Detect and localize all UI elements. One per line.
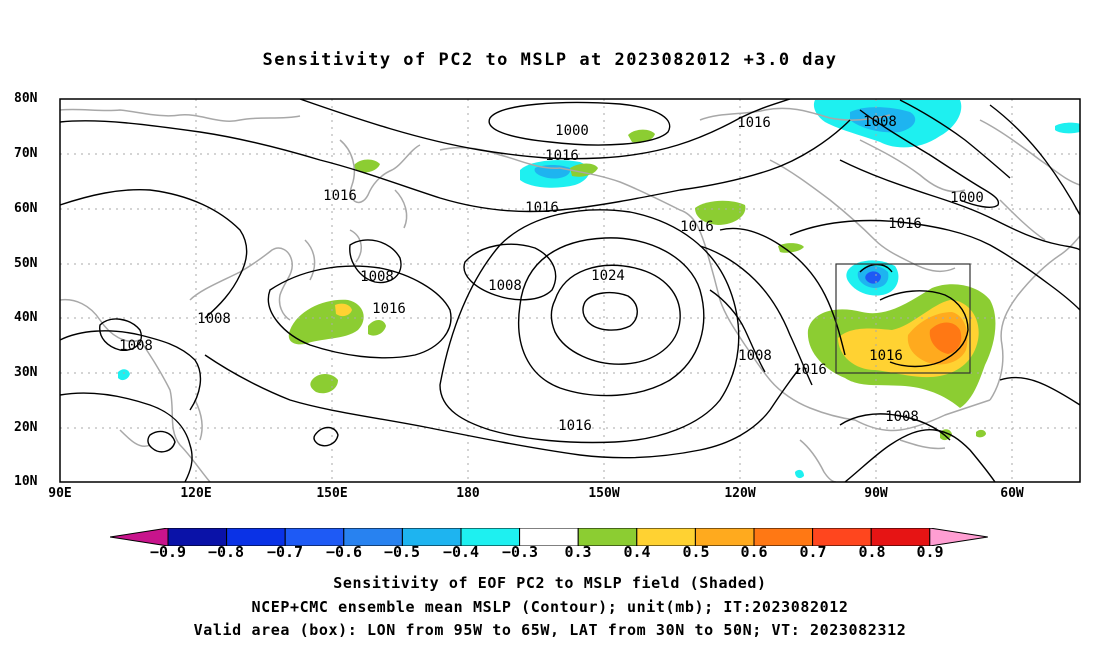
contour-label: 1000 [555,123,589,139]
mslp-contours [60,99,1080,482]
caption-line: NCEP+CMC ensemble mean MSLP (Contour); u… [251,598,849,616]
contour-label: 1008 [863,114,897,130]
lon-tick: 120E [180,486,212,501]
contour-label: 1016 [558,418,592,434]
colorbar-label: 0.4 [623,543,651,561]
colorbar-label: 0.9 [916,543,944,561]
caption-line: Sensitivity of EOF PC2 to MSLP field (Sh… [333,574,767,592]
lat-tick: 10N [14,474,38,489]
contour-label: 1016 [323,188,357,204]
contour-label: 1016 [372,301,406,317]
contour-label: 1000 [950,190,984,206]
colorbar-label: 0.5 [682,543,710,561]
colorbar-label: 0.3 [564,543,592,561]
contour-label: 1008 [360,269,394,285]
contour-label: 1016 [869,348,903,364]
lat-tick: 70N [14,146,38,161]
colorbar-label: −0.8 [207,543,245,561]
lat-tick: 60N [14,201,38,216]
colorbar-label: −0.7 [266,543,304,561]
contour-label: 1008 [197,311,231,327]
colorbar-label: −0.5 [383,543,421,561]
lon-tick: 180 [456,486,480,501]
contour-label: 1016 [737,115,771,131]
lat-tick: 40N [14,310,38,325]
contour-label: 1008 [488,278,522,294]
colorbar-label: −0.6 [325,543,363,561]
valid-area-box [835,263,971,374]
contour-label: 1016 [888,216,922,232]
lon-tick: 90E [48,486,72,501]
coastlines [60,107,1080,482]
colorbar-label: −0.4 [442,543,480,561]
lat-tick: 20N [14,420,38,435]
sensitivity-shading [118,100,1080,479]
lon-tick: 150W [588,486,620,501]
lat-tick: 50N [14,256,38,271]
colorbar [110,528,988,546]
contour-label: 1016 [680,219,714,235]
lat-tick: 30N [14,365,38,380]
contour-labels: 1000 1016 1008 1000 1016 1016 1016 1016 … [119,114,984,434]
colorbar-label: 0.7 [799,543,827,561]
lon-tick: 60W [1000,486,1024,501]
colorbar-label: −0.3 [501,543,539,561]
plot-frame [59,98,1081,483]
contour-label: 1024 [591,268,625,284]
contour-label: 1016 [525,200,559,216]
contour-label: 1016 [793,362,827,378]
contour-label: 1008 [885,409,919,425]
caption-line: Valid area (box): LON from 95W to 65W, L… [193,621,907,639]
colorbar-label: 0.8 [858,543,886,561]
lon-tick: 90W [864,486,888,501]
map-title: Sensitivity of PC2 to MSLP at 2023082012… [262,50,838,70]
contour-label: 1008 [119,338,153,354]
lat-tick: 80N [14,91,38,106]
contour-label: 1008 [738,348,772,364]
lon-tick: 120W [724,486,756,501]
colorbar-label: −0.9 [149,543,187,561]
colorbar-high-end [929,528,988,546]
contour-label: 1016 [545,148,579,164]
lon-tick: 150E [316,486,348,501]
colorbar-label: 0.6 [740,543,768,561]
